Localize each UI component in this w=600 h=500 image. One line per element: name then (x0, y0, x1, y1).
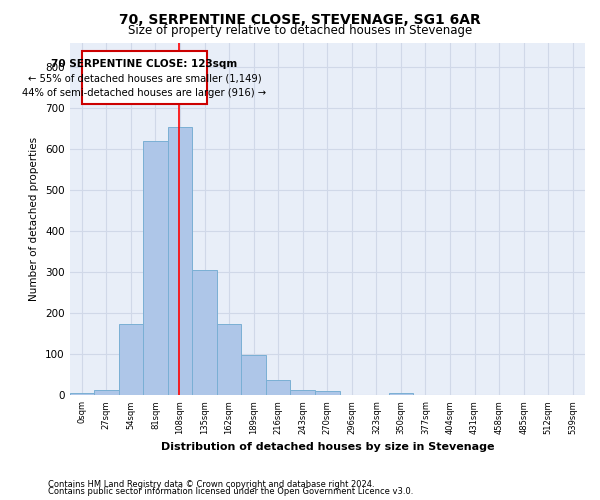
Bar (168, 126, 192, 396)
Bar (119, 324, 143, 396)
Bar (217, 324, 241, 396)
X-axis label: Distribution of detached houses by size in Stevenage: Distribution of detached houses by size … (161, 442, 494, 452)
Text: 44% of semi-detached houses are larger (916) →: 44% of semi-detached houses are larger (… (22, 88, 266, 99)
Bar (389, 394, 413, 396)
Text: Size of property relative to detached houses in Stevenage: Size of property relative to detached ho… (128, 24, 472, 37)
Bar (70, 394, 94, 396)
Bar (94, 390, 119, 396)
Text: Contains public sector information licensed under the Open Government Licence v3: Contains public sector information licen… (48, 487, 413, 496)
Text: Contains HM Land Registry data © Crown copyright and database right 2024.: Contains HM Land Registry data © Crown c… (48, 480, 374, 489)
Y-axis label: Number of detached properties: Number of detached properties (29, 137, 40, 301)
Bar (315, 391, 340, 396)
FancyBboxPatch shape (82, 50, 207, 104)
Text: 70, SERPENTINE CLOSE, STEVENAGE, SG1 6AR: 70, SERPENTINE CLOSE, STEVENAGE, SG1 6AR (119, 12, 481, 26)
Bar (143, 141, 168, 396)
Bar (192, 270, 217, 396)
Text: ← 55% of detached houses are smaller (1,149): ← 55% of detached houses are smaller (1,… (28, 74, 261, 84)
Bar (266, 380, 290, 396)
Text: 70 SERPENTINE CLOSE: 123sqm: 70 SERPENTINE CLOSE: 123sqm (51, 58, 238, 68)
Bar (290, 390, 315, 396)
Bar (241, 355, 266, 396)
